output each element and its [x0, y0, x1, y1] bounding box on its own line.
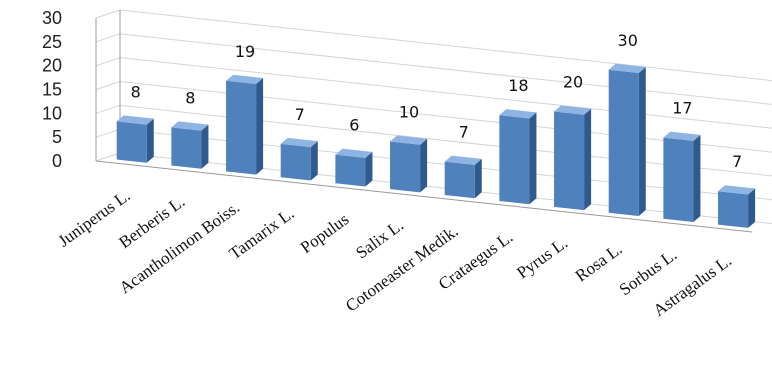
- bar: [554, 105, 592, 211]
- bar: [390, 135, 428, 193]
- data-label: 20: [563, 73, 583, 92]
- y-tick-label: 25: [42, 32, 62, 52]
- bar-side: [201, 124, 209, 169]
- y-tick-label: 20: [42, 56, 62, 76]
- bar: [718, 185, 756, 228]
- bar-front: [390, 141, 421, 193]
- bar: [499, 109, 537, 205]
- gridline: [119, 9, 772, 82]
- bar: [171, 121, 209, 169]
- bar-side: [474, 158, 482, 199]
- data-label: 8: [185, 88, 195, 107]
- bar-side: [638, 67, 646, 217]
- bar: [280, 137, 318, 181]
- data-label: 7: [732, 152, 742, 171]
- bar-top: [226, 74, 264, 85]
- bar-front: [663, 137, 694, 222]
- bar-front: [116, 121, 147, 163]
- bar-top: [608, 63, 646, 74]
- data-label: 7: [459, 123, 469, 142]
- gridline-side: [95, 81, 121, 90]
- bar-side: [693, 134, 701, 222]
- data-label: 19: [235, 42, 255, 61]
- category-label: Salix L.: [352, 215, 407, 262]
- bar-top: [499, 109, 537, 119]
- y-axis-ticks: 0 5 10 15 20 25 30: [42, 8, 62, 171]
- bar-front: [335, 154, 366, 187]
- bar: [663, 131, 701, 222]
- y-tick-label: 15: [42, 80, 62, 100]
- bar-front: [608, 69, 639, 217]
- y-tick-label: 0: [52, 151, 62, 171]
- category-label: Pyrus L.: [513, 233, 571, 282]
- bar-side: [529, 112, 537, 205]
- data-label: 18: [508, 76, 528, 95]
- gridline: [119, 57, 772, 129]
- bar-top: [444, 155, 482, 165]
- data-labels: 8 8 19 7 6 10 7 18 20 30 17 7: [131, 31, 743, 171]
- bar: [226, 74, 264, 175]
- bar-front: [226, 80, 257, 175]
- bar-top: [390, 135, 428, 145]
- gridline-side: [95, 152, 121, 162]
- bar-top: [718, 185, 756, 195]
- bars: [116, 63, 756, 228]
- bar-side: [584, 108, 592, 211]
- bar-front: [499, 115, 530, 205]
- bar-side: [420, 138, 428, 193]
- bar-side: [748, 188, 756, 228]
- bar-front: [280, 143, 311, 181]
- gridline-side: [95, 9, 121, 19]
- gridline-side: [95, 33, 121, 43]
- bar-front: [554, 111, 585, 211]
- bar: [608, 63, 646, 217]
- bar-top: [171, 121, 209, 131]
- gridline: [119, 33, 772, 105]
- bar-top: [280, 137, 318, 148]
- bar-side: [310, 141, 318, 181]
- bar-side: [256, 78, 264, 175]
- bar: [335, 148, 373, 187]
- bar: [444, 155, 482, 199]
- bar-top: [335, 148, 373, 158]
- data-label: 8: [131, 82, 141, 101]
- data-label: 10: [399, 102, 419, 121]
- data-label: 7: [295, 105, 305, 124]
- gridline-side: [95, 104, 121, 114]
- category-label: Rosa L.: [572, 239, 626, 285]
- data-label: 6: [349, 116, 359, 135]
- category-label: Populus: [297, 209, 352, 257]
- bar-front: [444, 161, 475, 199]
- data-label: 17: [672, 99, 692, 118]
- y-tick-label: 30: [42, 8, 62, 28]
- bar-top: [554, 105, 592, 115]
- floor-front-edge: [95, 160, 753, 233]
- bar-top: [663, 131, 701, 141]
- y-tick-label: 10: [42, 103, 62, 123]
- bar-side: [365, 151, 373, 187]
- gridline-side: [95, 128, 121, 138]
- bar-front: [718, 191, 749, 228]
- y-tick-label: 5: [52, 127, 62, 147]
- category-label: Cotoneaster Medik.: [342, 221, 462, 315]
- bar: [116, 115, 154, 163]
- bar-front: [171, 127, 202, 169]
- bar-side: [146, 118, 154, 163]
- bar-top: [116, 115, 154, 125]
- data-label: 30: [618, 31, 638, 50]
- gridline-side: [95, 57, 121, 67]
